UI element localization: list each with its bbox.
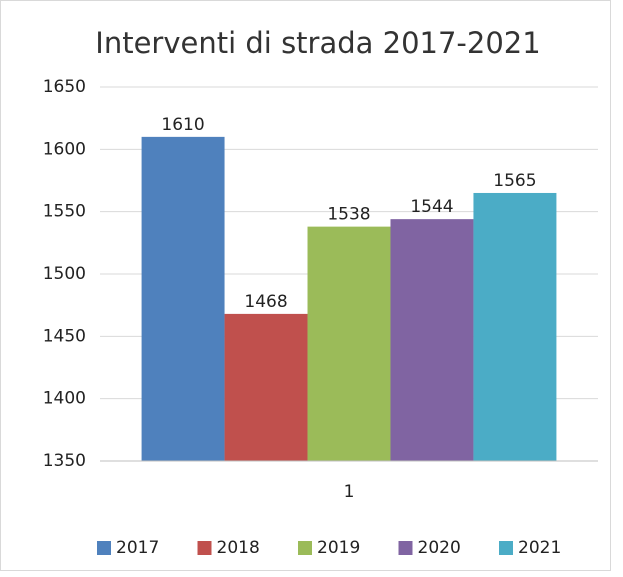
y-tick-label: 1450 bbox=[43, 326, 86, 346]
bar bbox=[473, 192, 557, 461]
legend-label: 2017 bbox=[116, 538, 159, 558]
legend-swatch bbox=[97, 541, 111, 555]
y-tick-label: 1600 bbox=[43, 139, 86, 159]
data-label: 1565 bbox=[493, 171, 536, 191]
bar bbox=[307, 226, 391, 461]
legend-swatch bbox=[499, 541, 513, 555]
legend-label: 2018 bbox=[217, 538, 260, 558]
y-tick-label: 1350 bbox=[43, 451, 86, 471]
y-tick-label: 1500 bbox=[43, 264, 86, 284]
x-tick-label: 1 bbox=[344, 482, 355, 502]
data-label: 1610 bbox=[161, 115, 204, 135]
legend-label: 2020 bbox=[418, 538, 461, 558]
legend-swatch bbox=[197, 541, 212, 555]
legend-label: 2019 bbox=[317, 538, 360, 558]
data-label: 1544 bbox=[410, 197, 453, 217]
y-tick-label: 1550 bbox=[43, 202, 86, 222]
bar bbox=[390, 219, 474, 461]
legend-swatch bbox=[298, 541, 312, 555]
y-tick-label: 1650 bbox=[43, 77, 86, 97]
legend-label: 2021 bbox=[518, 538, 561, 558]
bar bbox=[224, 313, 308, 461]
y-tick-label: 1400 bbox=[43, 389, 86, 409]
bar bbox=[141, 136, 225, 461]
data-label: 1468 bbox=[244, 292, 287, 312]
data-label: 1538 bbox=[327, 205, 370, 225]
chart-title: Interventi di strada 2017-2021 bbox=[95, 26, 540, 60]
legend-swatch bbox=[398, 541, 413, 555]
